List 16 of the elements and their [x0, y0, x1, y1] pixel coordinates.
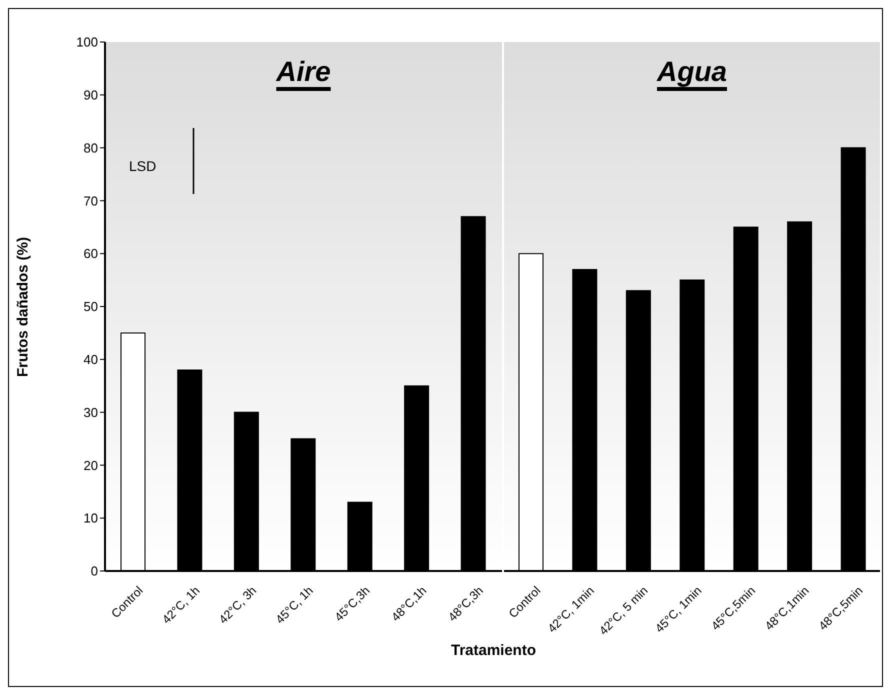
y-tick-label: 70 [84, 193, 98, 208]
y-tick-label: 50 [84, 299, 98, 314]
y-tick-label: 80 [84, 140, 98, 156]
y-tick-label: 40 [84, 352, 98, 368]
y-tick-label: 60 [84, 246, 98, 262]
x-axis-title: Tratamiento [450, 642, 538, 659]
y-tick-label: 0 [90, 564, 98, 579]
y-tick-label: 20 [84, 458, 98, 473]
y-tick-label: 90 [84, 88, 98, 103]
text: Agua [656, 56, 728, 88]
annotation: LSD [129, 158, 156, 174]
text: Aire [274, 56, 332, 88]
y-axis-title: Frutos dañados (%) [14, 236, 32, 377]
y-tick-label: 30 [84, 404, 98, 420]
y-tick-label: 10 [84, 510, 98, 526]
y-tick-label: 100 [76, 34, 98, 50]
